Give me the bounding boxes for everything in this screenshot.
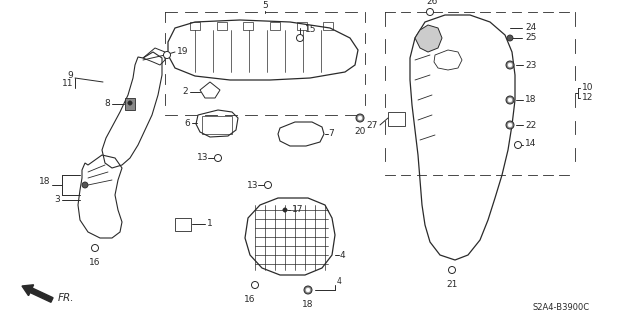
Text: 18: 18 <box>38 177 50 186</box>
Bar <box>270 22 280 30</box>
Circle shape <box>427 9 434 15</box>
Text: 17: 17 <box>292 205 303 214</box>
Text: 13: 13 <box>247 180 258 189</box>
Text: 3: 3 <box>54 196 60 204</box>
Text: 8: 8 <box>104 100 110 108</box>
Text: 1: 1 <box>207 220 213 228</box>
Circle shape <box>252 282 259 289</box>
Bar <box>202 116 232 134</box>
Text: 7: 7 <box>328 130 334 139</box>
Bar <box>217 22 227 30</box>
Text: 5: 5 <box>262 1 268 10</box>
Circle shape <box>164 52 171 59</box>
Circle shape <box>283 208 287 212</box>
Text: 18: 18 <box>525 95 536 105</box>
Text: 4: 4 <box>337 277 342 286</box>
Text: 25: 25 <box>525 34 536 43</box>
Circle shape <box>506 121 514 129</box>
Circle shape <box>448 267 455 274</box>
Circle shape <box>358 116 362 120</box>
Circle shape <box>508 63 512 67</box>
Circle shape <box>92 244 99 252</box>
Circle shape <box>508 98 512 102</box>
Text: 2: 2 <box>182 87 188 97</box>
Text: 26: 26 <box>426 0 438 6</box>
Text: 15: 15 <box>305 26 317 35</box>
Text: 24: 24 <box>525 23 536 33</box>
Text: 21: 21 <box>447 280 458 289</box>
Bar <box>323 22 333 30</box>
Circle shape <box>215 155 222 162</box>
Bar <box>125 98 135 110</box>
Text: 4: 4 <box>340 251 346 260</box>
Polygon shape <box>415 25 442 52</box>
Circle shape <box>506 61 514 69</box>
Bar <box>175 218 191 231</box>
Text: 23: 23 <box>525 60 536 69</box>
Text: 13: 13 <box>196 154 208 163</box>
Circle shape <box>515 141 522 148</box>
Text: 9: 9 <box>68 70 73 79</box>
Text: 16: 16 <box>89 258 101 267</box>
Circle shape <box>82 182 88 188</box>
Bar <box>190 22 200 30</box>
Text: 10: 10 <box>582 84 594 92</box>
Bar <box>297 22 307 30</box>
Text: 20: 20 <box>354 127 366 136</box>
Text: 16: 16 <box>244 295 255 304</box>
FancyArrow shape <box>22 285 53 302</box>
Text: S2A4-B3900C: S2A4-B3900C <box>533 303 590 312</box>
Text: 19: 19 <box>177 47 189 57</box>
Circle shape <box>507 35 513 41</box>
Circle shape <box>296 35 303 42</box>
Circle shape <box>356 114 364 122</box>
Text: 6: 6 <box>184 118 190 127</box>
Circle shape <box>128 101 132 105</box>
Text: 12: 12 <box>582 93 594 102</box>
Circle shape <box>264 181 271 188</box>
Circle shape <box>306 288 310 292</box>
Text: 11: 11 <box>62 78 73 87</box>
Text: 22: 22 <box>525 121 536 130</box>
Text: FR.: FR. <box>58 293 75 303</box>
Circle shape <box>508 123 512 127</box>
Circle shape <box>506 96 514 104</box>
Text: 18: 18 <box>302 300 314 309</box>
Bar <box>243 22 253 30</box>
Bar <box>388 112 405 126</box>
Text: 27: 27 <box>367 121 378 130</box>
Circle shape <box>304 286 312 294</box>
Text: 14: 14 <box>525 139 536 148</box>
